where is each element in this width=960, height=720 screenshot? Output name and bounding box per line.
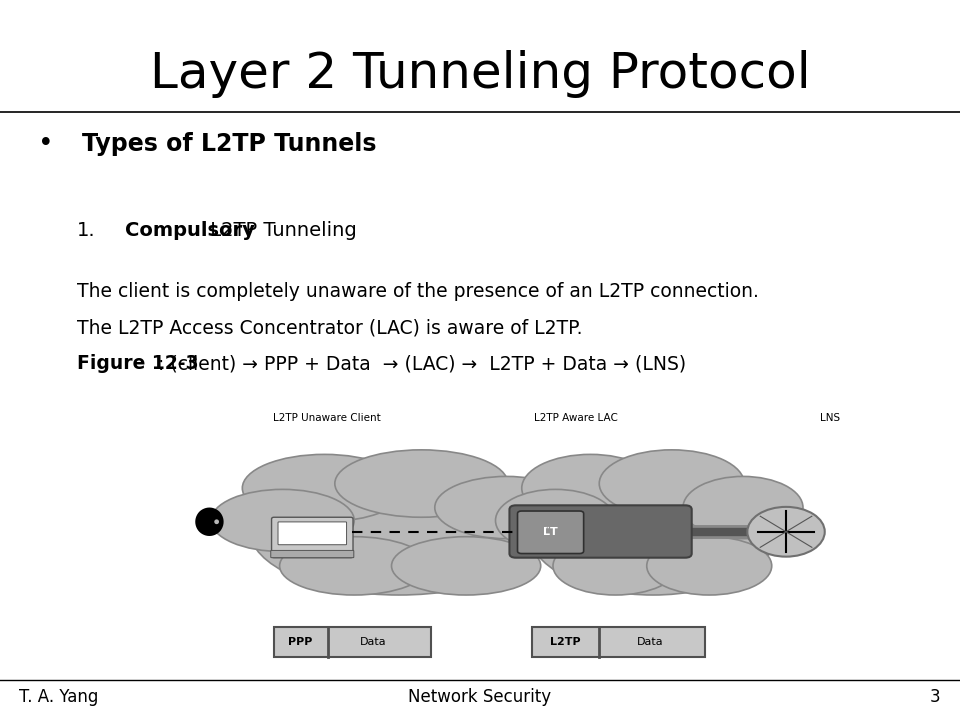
Ellipse shape [495,490,615,552]
Text: ⚈: ⚈ [192,506,227,544]
Ellipse shape [683,477,803,539]
FancyBboxPatch shape [272,517,353,558]
Text: L̈T: L̈T [543,527,558,537]
Text: LNS: LNS [821,413,840,423]
Ellipse shape [250,465,548,595]
Text: The L2TP Access Concentrator (LAC) is aware of L2TP.: The L2TP Access Concentrator (LAC) is aw… [77,318,583,337]
Text: •: • [38,131,54,157]
Text: Compulsory: Compulsory [125,221,254,240]
Text: Network Security: Network Security [408,688,552,706]
Text: L2TP Aware LAC: L2TP Aware LAC [535,413,618,423]
Ellipse shape [279,536,429,595]
Bar [532,627,706,657]
Text: L2TP Tunneling: L2TP Tunneling [204,221,357,240]
Text: The client is completely unaware of the presence of an L2TP connection.: The client is completely unaware of the … [77,282,758,301]
Text: : (client) → PPP + Data  → (LAC) →  L2TP + Data → (LNS): : (client) → PPP + Data → (LAC) → L2TP +… [158,354,686,373]
Text: L2TP Unaware Client: L2TP Unaware Client [273,413,380,423]
Ellipse shape [528,465,778,595]
Ellipse shape [599,450,744,517]
FancyBboxPatch shape [510,505,692,558]
Ellipse shape [242,454,406,522]
Text: Data: Data [637,637,664,647]
Bar [274,627,431,657]
Text: 1.: 1. [77,221,95,240]
Ellipse shape [553,536,678,595]
Circle shape [747,507,825,557]
FancyBboxPatch shape [278,522,347,545]
Text: Layer 2 Tunneling Protocol: Layer 2 Tunneling Protocol [150,50,810,99]
Text: Types of L2TP Tunnels: Types of L2TP Tunnels [82,132,376,156]
Text: PPP: PPP [288,637,313,647]
Ellipse shape [521,454,660,522]
FancyBboxPatch shape [271,550,354,558]
Text: L2TP: L2TP [550,637,581,647]
Ellipse shape [435,477,578,539]
Text: Data: Data [360,637,387,647]
Ellipse shape [647,536,772,595]
Ellipse shape [211,490,354,552]
Text: T. A. Yang: T. A. Yang [19,688,99,706]
FancyBboxPatch shape [517,511,584,554]
Text: Figure 12-3: Figure 12-3 [77,354,199,373]
Ellipse shape [335,450,508,517]
Text: 3: 3 [930,688,941,706]
Ellipse shape [392,536,540,595]
